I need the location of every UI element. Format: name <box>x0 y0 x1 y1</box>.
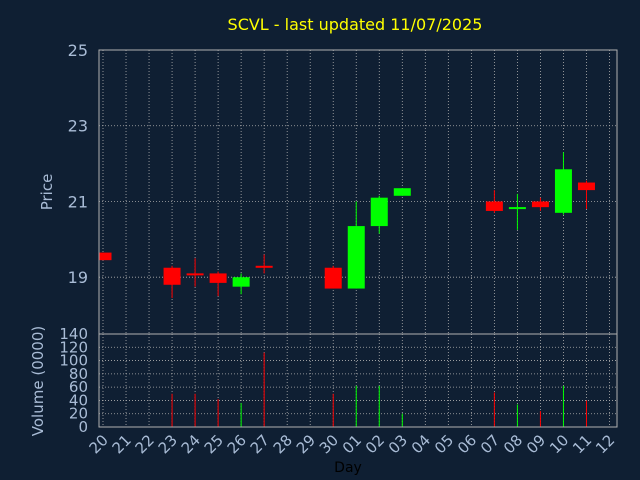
price-candles <box>99 152 595 299</box>
volume-y-tick-label: 40 <box>69 391 88 409</box>
volume-y-tick-label: 0 <box>78 418 88 436</box>
price-y-tick-labels: 19 21 23 25 <box>68 41 88 287</box>
volume-axis-label: Volume (0000) <box>29 326 47 436</box>
volume-y-tick-label: 20 <box>69 405 88 423</box>
volume-y-tick-label: 140 <box>59 325 88 343</box>
candle-body <box>485 201 503 211</box>
candle-body <box>577 182 595 191</box>
candle-body <box>531 201 549 208</box>
price-axis-label: Price <box>38 174 56 211</box>
price-y-tick-label: 19 <box>68 268 88 287</box>
volume-y-tick-label: 100 <box>59 352 88 370</box>
price-y-tick-label: 21 <box>68 192 88 211</box>
chart-title: SCVL - last updated 11/07/2025 <box>228 15 483 34</box>
volume-y-tick-label: 60 <box>69 378 88 396</box>
volume-plot-frame <box>98 333 618 428</box>
candle-body <box>554 169 572 213</box>
candle-body <box>324 267 342 289</box>
candle-body <box>347 226 365 289</box>
price-y-tick-label: 25 <box>68 41 88 60</box>
candle-body <box>508 207 526 210</box>
volume-y-tick-label: 80 <box>69 365 88 383</box>
candle-body <box>370 197 388 227</box>
x-tick-labels: 2021222324252627282930010203040506070809… <box>86 431 619 457</box>
candle-body <box>393 188 411 196</box>
price-y-tick-label: 23 <box>68 117 88 136</box>
x-axis-label: Day <box>334 460 362 476</box>
candle-body <box>163 267 181 285</box>
volume-y-tick-label: 120 <box>59 338 88 356</box>
candle-body <box>186 273 204 276</box>
candle-body <box>209 273 227 283</box>
candle-body <box>99 252 112 261</box>
volume-grid <box>99 334 617 427</box>
candle-body <box>232 277 250 287</box>
candle-body <box>255 265 273 268</box>
volume-bars <box>171 352 587 427</box>
